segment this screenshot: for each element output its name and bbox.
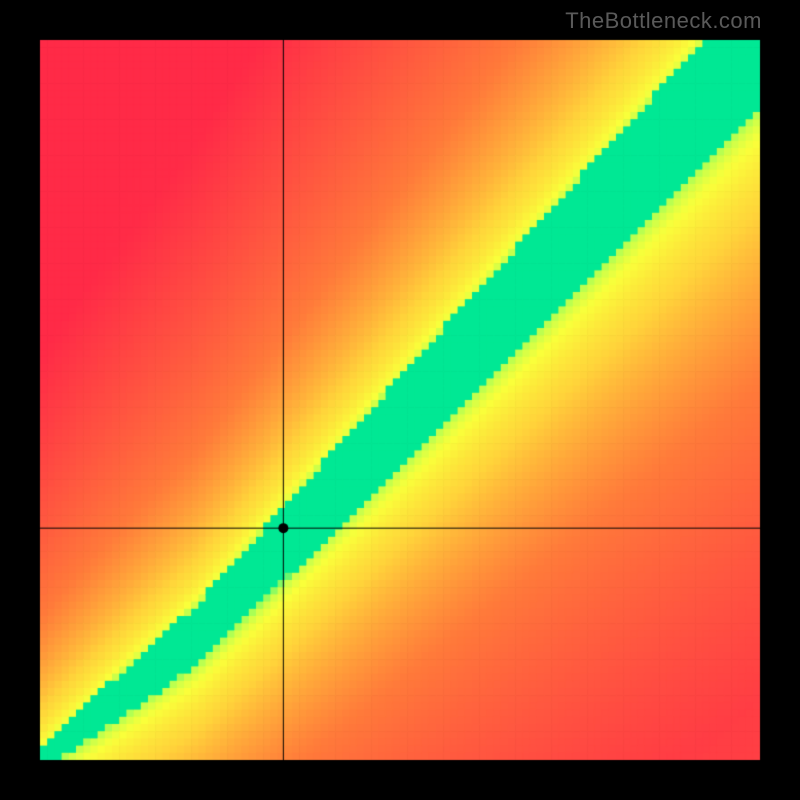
watermark-text: TheBottleneck.com — [565, 8, 762, 34]
bottleneck-heatmap-canvas — [0, 0, 800, 800]
chart-frame: TheBottleneck.com — [0, 0, 800, 800]
